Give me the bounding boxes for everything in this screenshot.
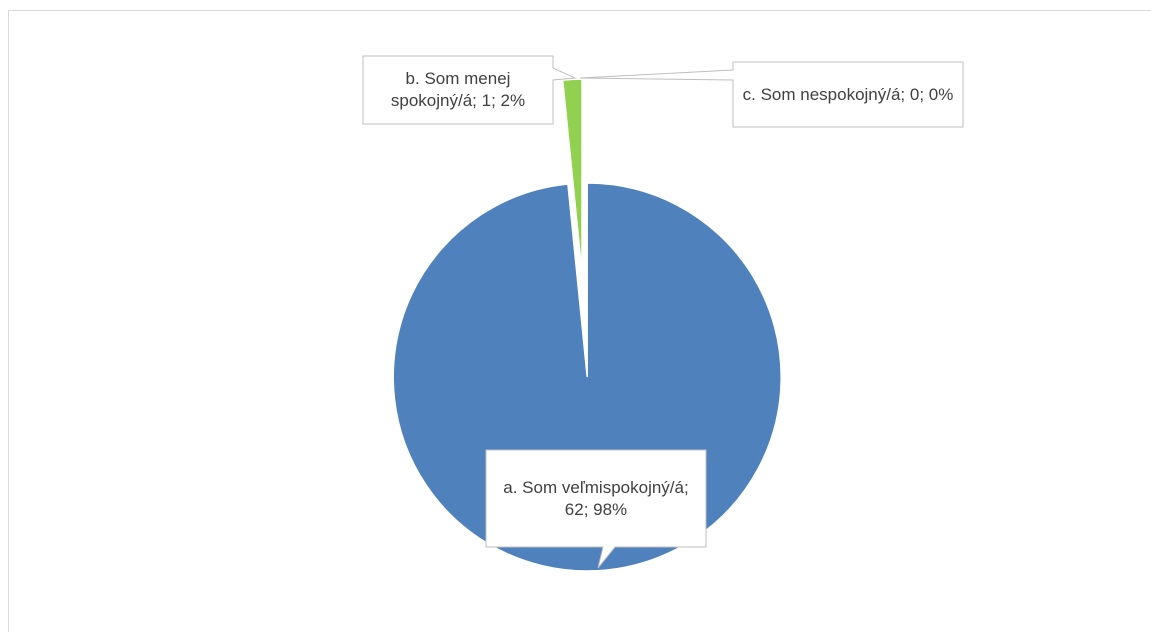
pie-slice	[561, 78, 583, 274]
data-label: a. Som veľmispokojný/á; 62; 98%	[503, 477, 689, 519]
data-label: c. Som nespokojný/á; 0; 0%	[742, 84, 954, 104]
callout-box	[579, 61, 964, 128]
callout-box	[362, 55, 577, 125]
callout-box	[485, 449, 707, 569]
chart-border	[8, 10, 1151, 632]
data-label: b. Som menej spokojný/á; 1; 2%	[390, 69, 526, 110]
